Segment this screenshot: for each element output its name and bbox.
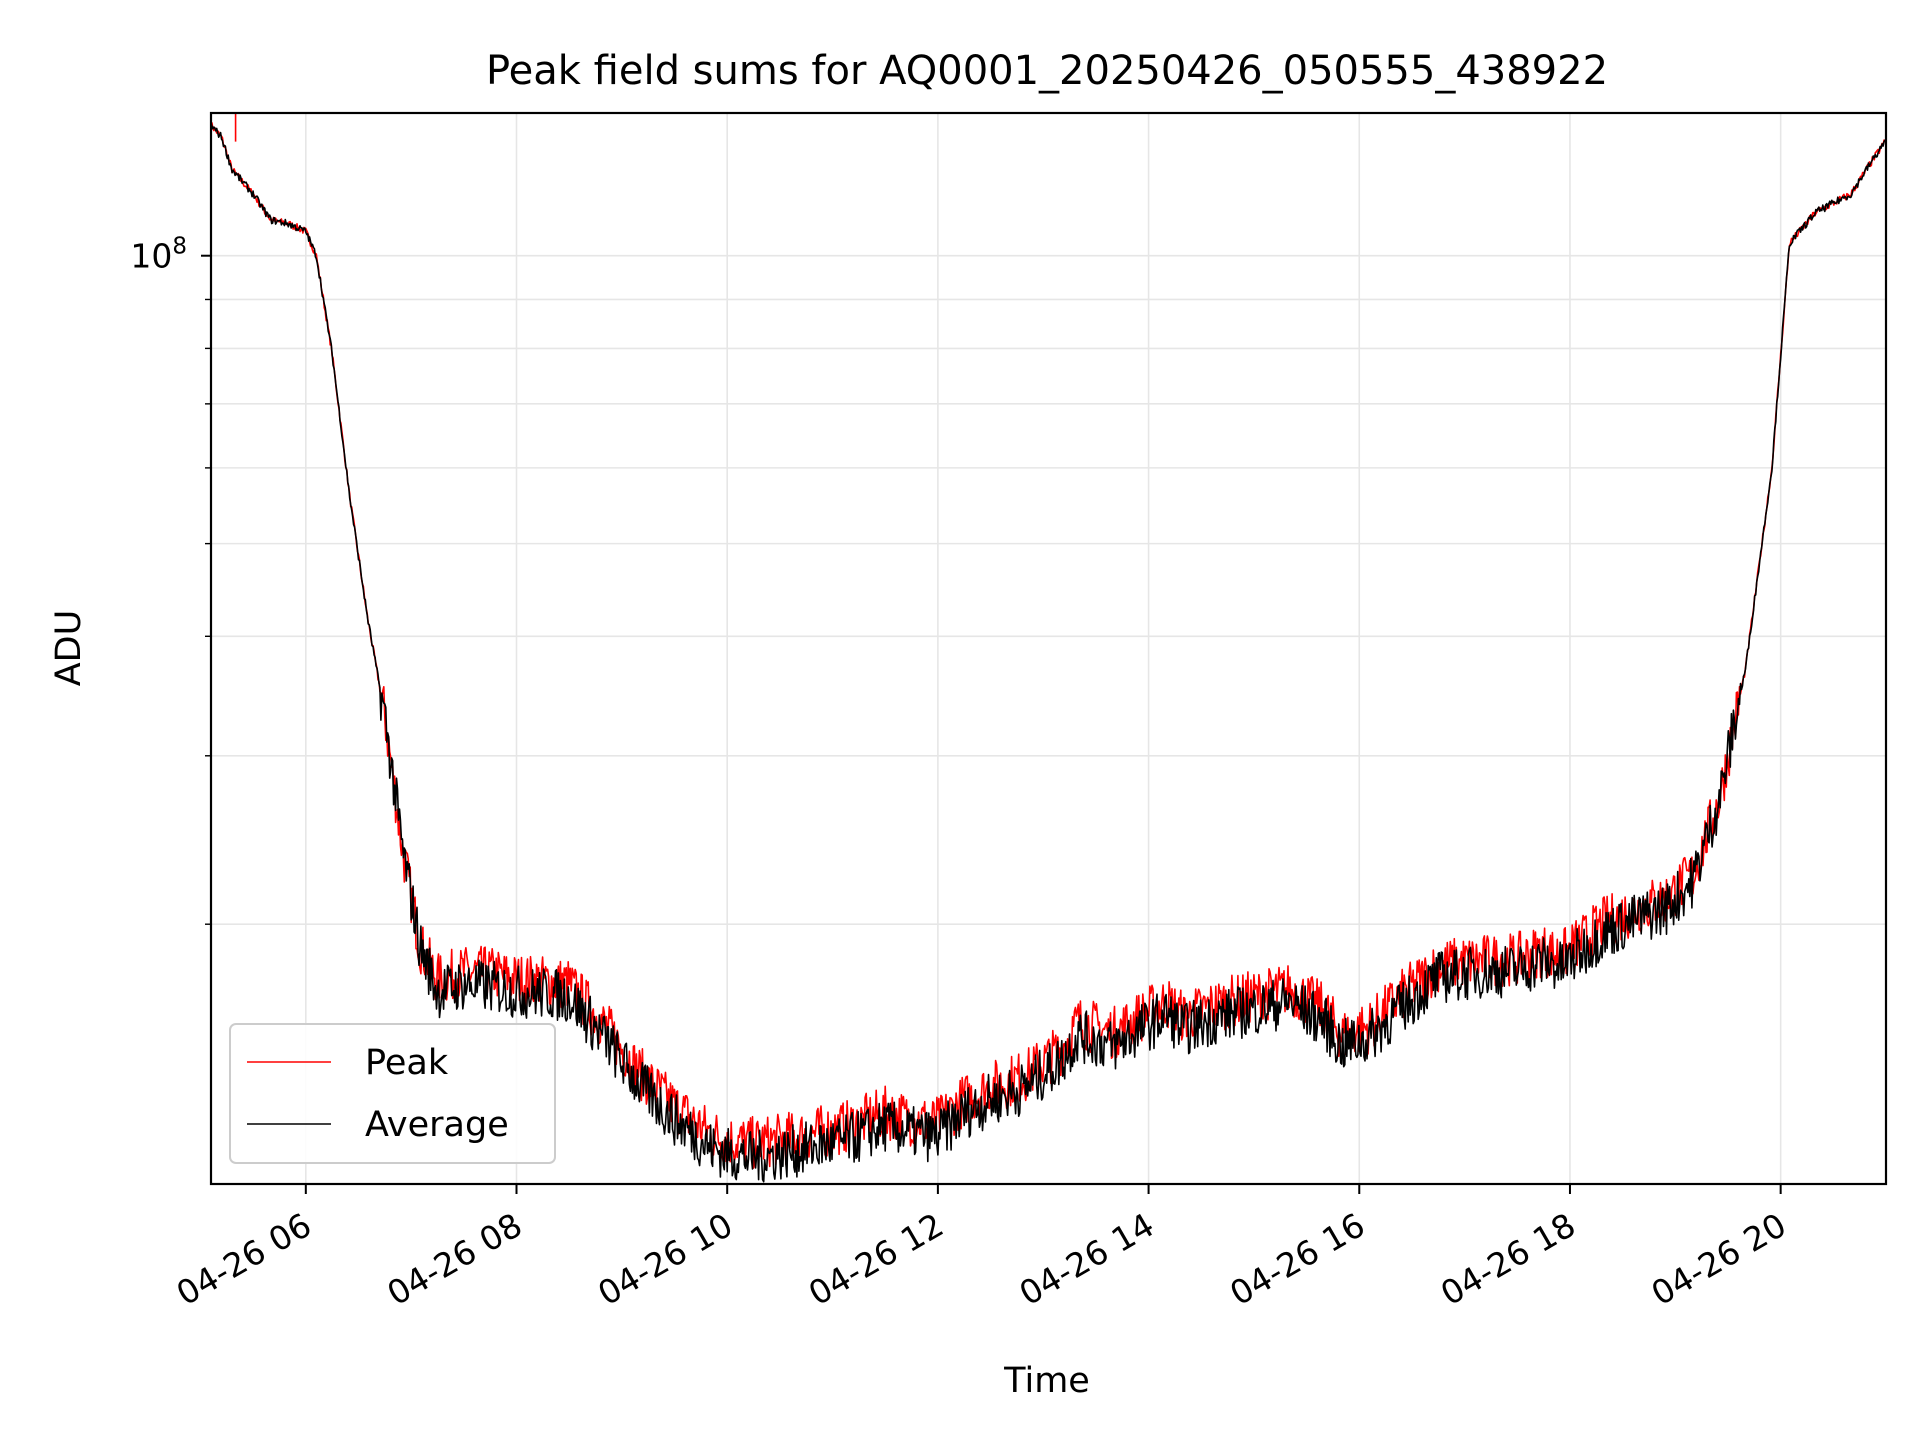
plot-frame (209, 111, 1888, 1186)
x-tick-label: 04-26 08 (381, 1205, 529, 1313)
y-tick-label: 108 (130, 234, 187, 276)
x-axis-label: Time (1003, 1361, 1090, 1401)
x-tick-label: 04-26 20 (1645, 1205, 1793, 1313)
legend-label-peak: Peak (365, 1043, 449, 1083)
x-tick-label: 04-26 16 (1223, 1205, 1371, 1313)
x-tick-label: 04-26 06 (170, 1205, 318, 1313)
chart-title: Peak field sums for AQ0001_20250426_0505… (486, 48, 1608, 94)
legend-label-average: Average (365, 1105, 509, 1145)
series-layer (210, 113, 1887, 1183)
legend: Peak Average (229, 1023, 556, 1164)
series-line-peak (210, 122, 1887, 1169)
x-axis-ticks: 04-26 06 04-26 08 04-26 10 04-26 12 04-26 14… (170, 1184, 1793, 1313)
x-tick-label: 04-26 12 (802, 1205, 950, 1313)
x-tick-label: 04-26 10 (591, 1205, 739, 1313)
series-line-average (210, 123, 1887, 1183)
grid-lines (211, 113, 1886, 1184)
legend-box (229, 1023, 556, 1164)
y-axis-label: ADU (49, 610, 89, 687)
x-tick-label: 04-26 14 (1013, 1205, 1161, 1313)
y-axis-ticks: 108 (130, 234, 211, 925)
x-tick-label: 04-26 18 (1434, 1205, 1582, 1313)
